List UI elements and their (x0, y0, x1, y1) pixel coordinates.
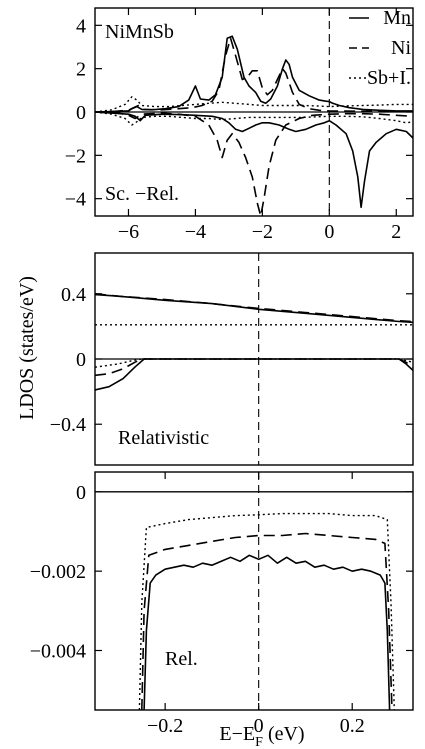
y-tick-label: −0.4 (50, 414, 86, 436)
series-mn-down-line (95, 111, 413, 209)
y-axis-title: LDOS (states/eV) (16, 276, 38, 420)
series-ni-down-line (95, 111, 413, 216)
plot-frame (94, 471, 414, 711)
x-tick-label: 0.2 (340, 715, 365, 737)
series-ni-down-line (95, 358, 413, 377)
series-ni-up-line (95, 37, 413, 113)
series-ni-up-line (95, 293, 413, 323)
x-tick-label: −2 (252, 221, 273, 243)
y-tick-label: −0.002 (30, 561, 86, 583)
x-tick-label: −6 (118, 221, 139, 243)
series-sbi-down-line (95, 111, 413, 126)
x-tick-label: 0 (324, 221, 334, 243)
x-tick-label: 0 (254, 715, 264, 737)
y-tick-label: −0.004 (30, 641, 86, 663)
y-tick-label: −2 (65, 145, 86, 167)
y-tick-label: 0 (76, 102, 86, 124)
x-axis-title-unit: (eV) (263, 723, 305, 745)
y-tick-label: 0 (76, 482, 86, 504)
legend: Mn Ni Sb+I. (349, 7, 411, 89)
legend-entry-label: Mn (383, 7, 411, 29)
series-mn-line (143, 554, 391, 710)
x-tick-label: −4 (185, 221, 206, 243)
y-tick-label: −4 (65, 189, 86, 211)
panel-top-ldos: 4 2 0 −2 −4 −6 −4 −2 0 2 NiMnSb Sc. −Rel. Mn Ni Sb+I. (65, 7, 414, 243)
panel-annotation: Sc. −Rel. (105, 183, 179, 205)
panel-bottom-rel: 0 −0.002 −0.004 −0.2 0 0.2 Rel. (30, 471, 414, 737)
x-axis-title-subscript: F (255, 735, 263, 749)
panel-middle-relativistic: 0.4 0 −0.4 Relativistic (50, 252, 414, 466)
y-tick-label: 0.4 (61, 284, 86, 306)
x-tick-label: −0.2 (147, 715, 183, 737)
panel-annotation: Relativistic (118, 427, 209, 449)
panel-annotation: Rel. (165, 648, 198, 670)
x-axis-title-main: E−E (219, 723, 255, 745)
y-tick-label: 2 (76, 59, 86, 81)
series-ni-line (141, 532, 393, 710)
y-tick-label: 4 (76, 15, 86, 37)
legend-entry-label: Sb+I. (367, 67, 411, 89)
panel-label: NiMnSb (105, 21, 174, 43)
series-mn-down-line (95, 358, 413, 391)
legend-entry-label: Ni (391, 37, 411, 59)
series-sbi-line (138, 512, 395, 710)
x-tick-label: 2 (391, 221, 401, 243)
y-tick-label: 0 (76, 349, 86, 371)
x-axis-title: E−EF (eV) (219, 723, 304, 749)
